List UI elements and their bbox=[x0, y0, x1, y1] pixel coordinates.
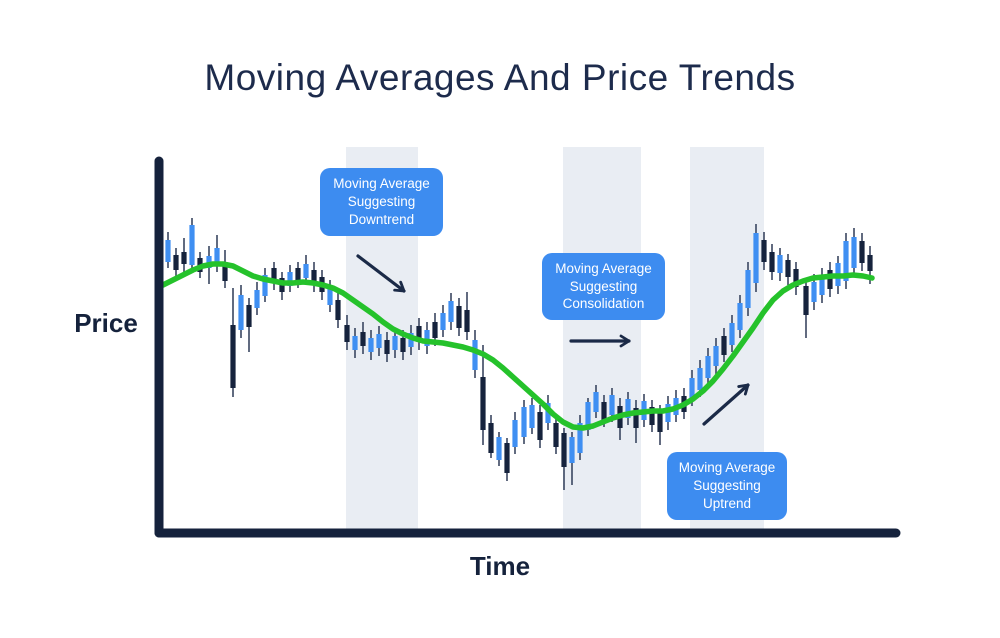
highlight-band bbox=[563, 147, 641, 529]
candle-down bbox=[504, 443, 510, 473]
x-axis-label: Time bbox=[469, 551, 531, 581]
candle-down bbox=[344, 325, 350, 342]
candle-up bbox=[472, 340, 478, 370]
candle-up bbox=[424, 330, 430, 346]
candle-down bbox=[181, 252, 187, 264]
callout-downtrend: Moving Average Suggesting Downtrend bbox=[320, 168, 443, 236]
candle-up bbox=[214, 248, 220, 266]
candle-up bbox=[593, 392, 599, 412]
candle-up bbox=[713, 346, 719, 366]
candle-down bbox=[761, 240, 767, 262]
candle-up bbox=[625, 399, 631, 418]
candle-down bbox=[416, 326, 422, 342]
candle-up bbox=[577, 423, 583, 453]
callout-uptrend: Moving Average Suggesting Uptrend bbox=[667, 452, 787, 520]
candle-up bbox=[529, 405, 535, 428]
candle-down bbox=[335, 300, 341, 320]
candle-down bbox=[384, 340, 390, 354]
candle-down bbox=[400, 338, 406, 352]
candle-down bbox=[480, 377, 486, 430]
candle-down bbox=[867, 255, 873, 271]
candle-down bbox=[561, 433, 567, 467]
candle-down bbox=[222, 262, 228, 281]
candle-up bbox=[697, 368, 703, 390]
candle-up bbox=[189, 225, 195, 265]
candle-up bbox=[440, 313, 446, 330]
candle-down bbox=[464, 310, 470, 332]
candle-down bbox=[827, 270, 833, 289]
candle-down bbox=[537, 412, 543, 440]
candle-up bbox=[254, 290, 260, 308]
candle-down bbox=[657, 413, 663, 432]
candle-up bbox=[496, 437, 502, 460]
candle-up bbox=[569, 437, 575, 463]
candle-up bbox=[368, 338, 374, 352]
candle-up bbox=[352, 336, 358, 350]
candle-down bbox=[271, 268, 277, 282]
candle-down bbox=[633, 408, 639, 428]
candle-up bbox=[665, 404, 671, 422]
candle-up bbox=[585, 402, 591, 430]
candle-down bbox=[432, 322, 438, 338]
candle-up bbox=[729, 323, 735, 345]
candle-up bbox=[287, 272, 293, 286]
candle-up bbox=[262, 275, 268, 296]
y-axis-label: Price bbox=[74, 308, 138, 338]
candle-up bbox=[303, 264, 309, 278]
candle-up bbox=[392, 336, 398, 350]
candle-down bbox=[769, 252, 775, 272]
trend-arrow-up-right bbox=[702, 383, 750, 426]
candle-down bbox=[360, 332, 366, 346]
candle-up bbox=[777, 255, 783, 273]
candle-up bbox=[327, 288, 333, 305]
trend-arrow-down-right bbox=[356, 254, 406, 293]
candle-up bbox=[376, 334, 382, 348]
candle-up bbox=[238, 295, 244, 330]
candle-down bbox=[246, 305, 252, 327]
candle-down bbox=[173, 255, 179, 270]
candle-up bbox=[819, 276, 825, 295]
chart-title: Moving Averages And Price Trends bbox=[204, 57, 796, 98]
candle-down bbox=[553, 423, 559, 447]
candle-up bbox=[843, 241, 849, 281]
candles bbox=[165, 218, 873, 490]
candle-up bbox=[705, 356, 711, 378]
candle-down bbox=[793, 269, 799, 287]
candle-up bbox=[521, 407, 527, 437]
candle-up bbox=[811, 282, 817, 302]
candle-down bbox=[785, 260, 791, 277]
candle-down bbox=[456, 306, 462, 328]
candle-down bbox=[295, 268, 301, 280]
candle-down bbox=[488, 423, 494, 453]
candle-down bbox=[803, 286, 809, 315]
callout-consolidation: Moving Average Suggesting Consolidation bbox=[542, 253, 665, 320]
candle-up bbox=[689, 378, 695, 398]
candle-up bbox=[165, 240, 171, 262]
candle-up bbox=[512, 420, 518, 447]
candle-down bbox=[601, 402, 607, 420]
candle-down bbox=[230, 325, 236, 388]
candle-up bbox=[753, 233, 759, 283]
candle-up bbox=[737, 303, 743, 330]
candle-up bbox=[448, 301, 454, 322]
moving-average-line bbox=[160, 261, 875, 431]
candle-up bbox=[545, 403, 551, 423]
candle-up bbox=[745, 270, 751, 308]
candle-up bbox=[851, 237, 857, 268]
candle-down bbox=[859, 241, 865, 263]
candle-down bbox=[721, 336, 727, 355]
candle-down bbox=[649, 407, 655, 425]
candle-down bbox=[311, 270, 317, 284]
candle-up bbox=[609, 395, 615, 415]
